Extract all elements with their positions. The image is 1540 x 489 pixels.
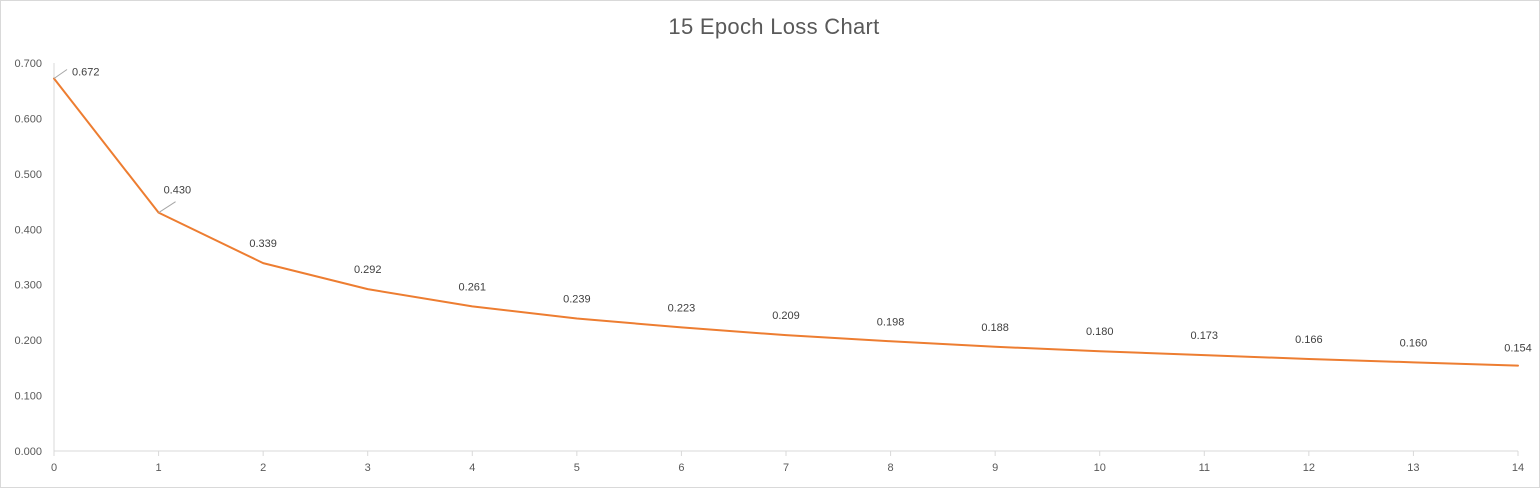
x-tick-label: 9 [992, 462, 998, 474]
data-label: 0.430 [164, 185, 192, 197]
data-label: 0.173 [1191, 330, 1219, 342]
y-tick-label: 0.000 [14, 446, 42, 458]
x-tick-label: 13 [1407, 462, 1419, 474]
x-tick-label: 0 [51, 462, 57, 474]
x-tick-label: 14 [1512, 462, 1524, 474]
x-tick-label: 4 [469, 462, 475, 474]
data-label-leader-line [158, 201, 176, 214]
chart-title: 15 Epoch Loss Chart [668, 14, 880, 39]
data-label: 0.154 [1504, 343, 1532, 355]
data-label: 0.223 [668, 302, 696, 314]
data-label: 0.292 [354, 264, 382, 276]
data-label: 0.166 [1295, 334, 1323, 346]
y-tick-label: 0.700 [14, 58, 42, 70]
y-tick-label: 0.300 [14, 280, 42, 292]
y-tick-label: 0.200 [14, 335, 42, 347]
y-tick-label: 0.600 [14, 113, 42, 125]
data-label: 0.239 [563, 294, 591, 306]
x-tick-label: 6 [678, 462, 684, 474]
x-tick-label: 7 [783, 462, 789, 474]
data-label-leader-line [53, 69, 68, 79]
data-label: 0.339 [249, 238, 277, 250]
data-label: 0.188 [981, 322, 1009, 334]
data-label: 0.209 [772, 310, 800, 322]
x-tick-label: 10 [1094, 462, 1106, 474]
x-tick-label: 12 [1303, 462, 1315, 474]
y-tick-label: 0.100 [14, 391, 42, 403]
x-tick-label: 8 [888, 462, 894, 474]
x-tick-label: 1 [156, 462, 162, 474]
data-label: 0.160 [1400, 337, 1428, 349]
x-tick-label: 3 [365, 462, 371, 474]
data-label: 0.672 [72, 67, 100, 79]
x-tick-label: 5 [574, 462, 580, 474]
y-tick-label: 0.500 [14, 169, 42, 181]
x-tick-label: 2 [260, 462, 266, 474]
data-label: 0.198 [877, 316, 905, 328]
x-tick-label: 11 [1199, 462, 1210, 474]
y-tick-label: 0.400 [14, 224, 42, 236]
data-label: 0.261 [459, 281, 487, 293]
data-label: 0.180 [1086, 326, 1114, 338]
loss-series-line [53, 77, 1519, 367]
